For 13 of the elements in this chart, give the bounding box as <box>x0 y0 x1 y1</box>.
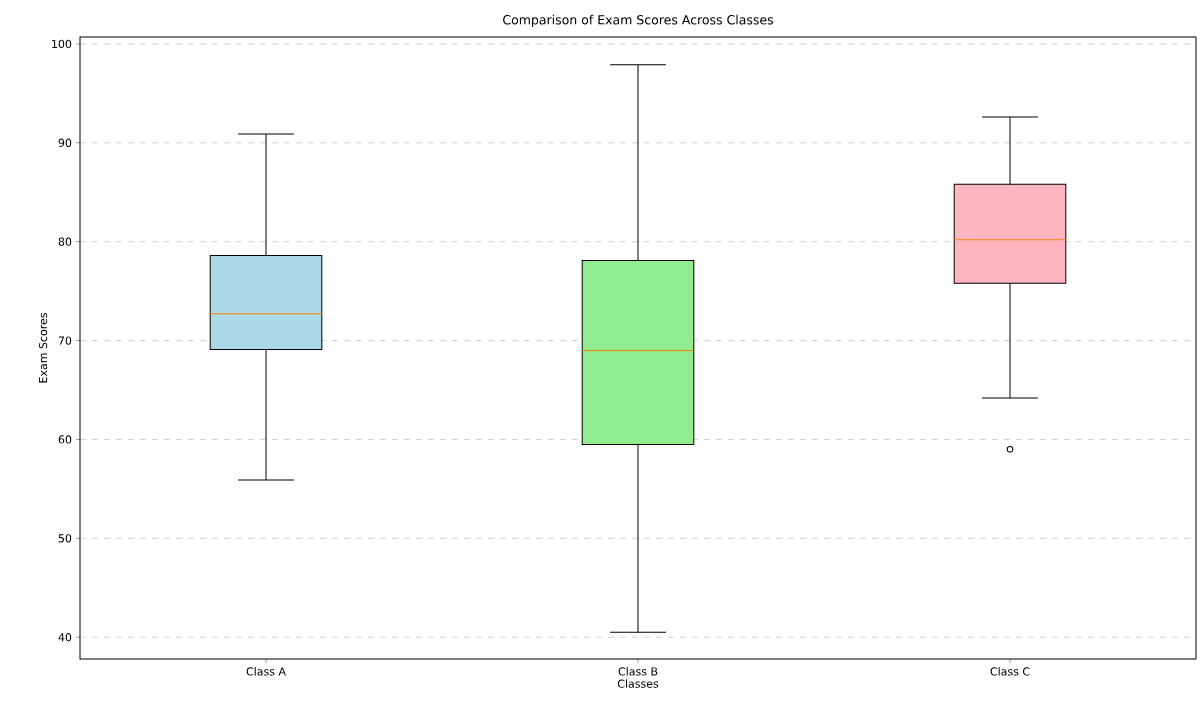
y-axis-title: Exam Scores <box>38 313 48 383</box>
y-tick-label: 80 <box>58 237 72 246</box>
x-tick-label: Class C <box>990 667 1030 676</box>
x-tick-label: Class B <box>618 667 658 676</box>
x-tick-label: Class A <box>246 667 286 676</box>
y-tick-label: 100 <box>52 39 72 49</box>
y-tick-label: 50 <box>58 534 72 543</box>
chart-title: Comparison of Exam Scores Across Classes <box>503 14 774 27</box>
y-tick-label: 90 <box>58 138 72 147</box>
y-tick-label: 60 <box>58 435 72 444</box>
x-axis-title: Classes <box>617 679 659 688</box>
y-tick-label: 40 <box>58 633 72 642</box>
y-tick-label: 70 <box>58 336 72 345</box>
